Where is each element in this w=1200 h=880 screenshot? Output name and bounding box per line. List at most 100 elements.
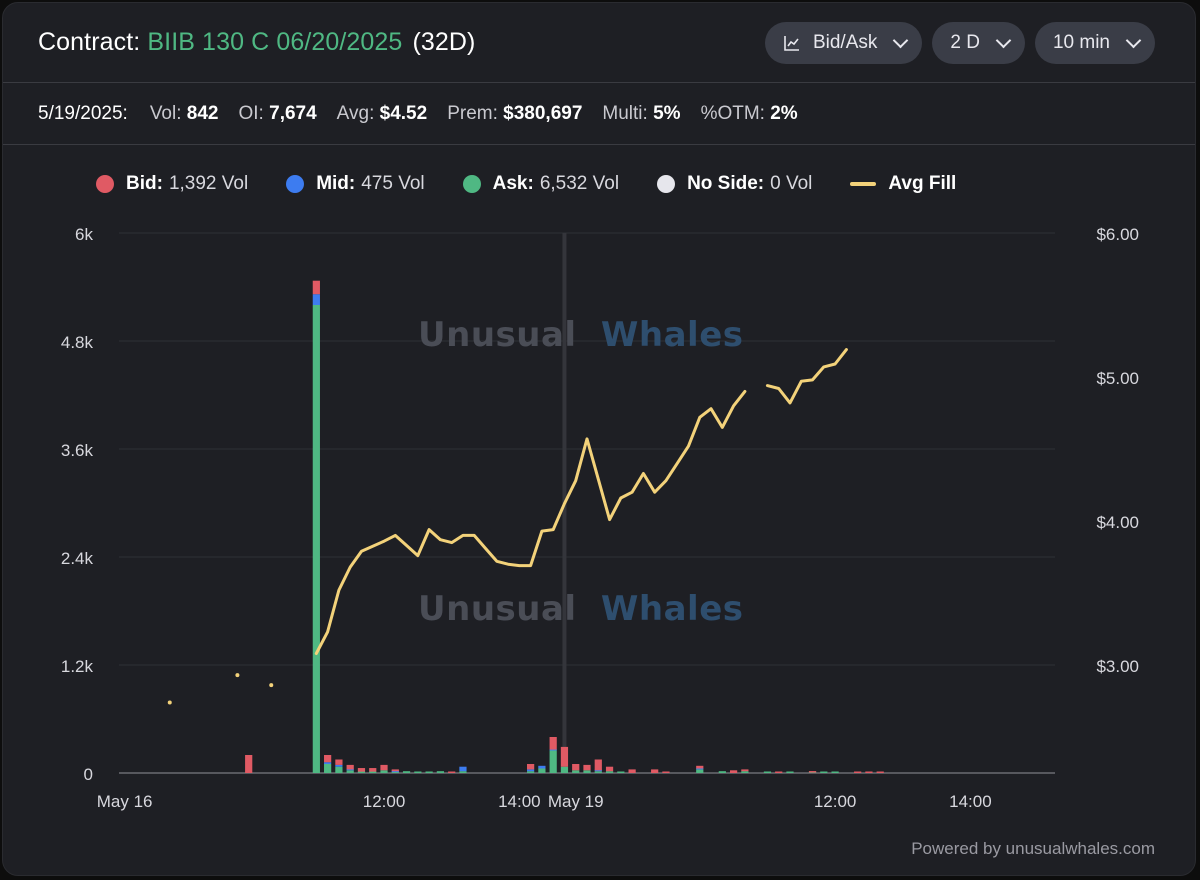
bar-ask <box>594 771 602 773</box>
bar-ask <box>402 771 411 773</box>
bar-bid <box>527 764 535 770</box>
y-right-tick-label: $4.00 <box>1096 513 1139 532</box>
legend-avg-fill-name: Avg Fill <box>888 173 957 194</box>
watermark-word: Unusual <box>418 589 589 629</box>
stat-multi-label: Multi: <box>602 102 648 124</box>
stats-date: 5/19/2025: <box>38 102 128 124</box>
range-dropdown[interactable]: 2 D <box>932 21 1025 64</box>
bar-bid <box>572 764 580 771</box>
bar-bid <box>865 771 873 773</box>
bar-ask <box>436 771 445 773</box>
stat-otm-value: 2% <box>770 102 798 124</box>
watermark-word: Unusual <box>418 315 589 355</box>
bar-ask <box>572 770 580 773</box>
bar-mid <box>312 294 320 305</box>
bar-mid <box>391 770 399 773</box>
bar-mid <box>527 769 535 772</box>
bar-bid <box>696 765 704 769</box>
watermark-top: Unusual Whales <box>418 315 744 355</box>
stat-oi-label: OI: <box>238 102 264 124</box>
bar-ask <box>786 771 794 773</box>
stat-vol-value: 842 <box>186 102 219 124</box>
chart-controls: Bid/Ask 2 D 10 min <box>764 21 1155 64</box>
bar-mid <box>549 749 557 751</box>
bar-mid <box>538 765 546 769</box>
bar-bid <box>357 768 366 772</box>
bar-ask <box>617 771 625 773</box>
legend-bid-value: 1,392 Vol <box>168 173 249 194</box>
y-right-tick-label: $5.00 <box>1096 369 1139 388</box>
bar-bid <box>391 769 399 772</box>
stat-avg-label: Avg: <box>336 102 375 124</box>
line-chart-icon <box>784 35 799 51</box>
volume-chart: 0 1.2k 2.4k 3.6k 4.8k 6k $3.00 $4.00 $5.00 $6.00 M… <box>61 225 1139 811</box>
bar-ask <box>831 771 839 773</box>
bar-ask <box>763 771 772 773</box>
bar-ask <box>718 771 726 773</box>
powered-by[interactable]: Powered by unusualwhales.com <box>911 839 1155 858</box>
bar-ask <box>414 771 422 773</box>
legend-ask-name: Ask: <box>492 173 534 194</box>
legend-item-no-side[interactable]: No Side: 0 Vol <box>657 173 812 195</box>
y-left-tick-label: 3.6k <box>61 441 94 460</box>
bar-bid <box>369 768 377 772</box>
bar-ask <box>425 771 433 773</box>
title-prefix: Contract: <box>38 28 148 56</box>
stat-vol-label: Vol: <box>149 102 182 124</box>
bar-mid <box>335 764 343 767</box>
bar-ask <box>741 771 749 773</box>
bar-bid <box>312 280 320 295</box>
bar-ask <box>324 764 332 773</box>
legend-bid-name: Bid: <box>126 173 163 194</box>
bar-mid <box>696 767 704 770</box>
contract-symbol[interactable]: BIIB 130 C 06/20/2025 <box>147 28 403 56</box>
bar-bid <box>346 764 354 770</box>
stat-prem: Prem: $380,697 <box>447 103 582 125</box>
legend-item-ask[interactable]: Ask: 6,532 Vol <box>462 173 619 195</box>
legend-mid-value: 475 Vol <box>361 173 425 194</box>
bar-ask <box>820 771 828 773</box>
y-left-tick-label: 6k <box>75 225 93 244</box>
stat-oi-value: 7,674 <box>269 102 317 124</box>
bar-bid <box>594 759 602 771</box>
no-side-dot-icon <box>657 175 676 193</box>
legend-item-mid[interactable]: Mid: 475 Vol <box>286 173 425 195</box>
bar-mid <box>346 768 354 771</box>
x-tick-label: 14:00 <box>949 792 992 811</box>
bar-bid <box>324 755 332 763</box>
watermark-bottom: Unusual Whales <box>418 589 744 629</box>
range-label: 2 D <box>950 31 980 53</box>
chart-type-dropdown[interactable]: Bid/Ask <box>764 21 923 64</box>
interval-dropdown[interactable]: 10 min <box>1034 21 1155 64</box>
legend-item-avg-fill[interactable]: Avg Fill <box>850 173 962 195</box>
y-left-tick-label: 0 <box>84 765 93 784</box>
bar-ask <box>357 771 366 773</box>
bar-bid <box>335 759 343 765</box>
bar-ask <box>605 771 614 773</box>
stat-avg-value: $4.52 <box>379 102 428 124</box>
bar-mid <box>324 762 332 764</box>
interval-label: 10 min <box>1052 31 1110 53</box>
days-to-expiry: (32D) <box>412 28 476 56</box>
bar-bid <box>448 771 456 773</box>
y-left-tick-label: 2.4k <box>61 549 94 568</box>
bar-ask <box>312 305 320 773</box>
stat-multi: Multi: 5% <box>602 103 680 125</box>
stat-multi-value: 5% <box>653 102 681 124</box>
header: Contract: BIIB 130 C 06/20/2025 (32D) Bid… <box>3 3 1195 83</box>
stat-prem-value: $380,697 <box>503 102 583 124</box>
y-right-tick-label: $3.00 <box>1096 657 1139 676</box>
bar-ask <box>391 771 399 773</box>
chart-legend: Bid: 1,392 Vol Mid: 475 Vol Ask: 6,532 V… <box>96 173 1000 195</box>
bar-ask <box>527 771 535 773</box>
avg-fill-line <box>765 348 848 405</box>
bar-bid <box>549 737 557 750</box>
legend-no-side-value: 0 Vol <box>770 173 813 194</box>
x-tick-label: May 16 <box>97 792 153 811</box>
bar-ask <box>459 771 467 773</box>
bar-bid <box>729 770 738 773</box>
legend-item-bid[interactable]: Bid: 1,392 Vol <box>96 173 248 195</box>
chart-type-label: Bid/Ask <box>812 31 878 53</box>
bar-bid <box>662 771 670 773</box>
